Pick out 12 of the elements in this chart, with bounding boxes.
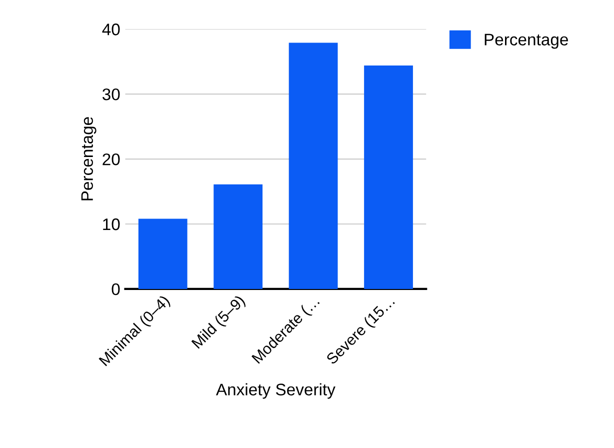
y-tick-label: 10: [103, 218, 120, 230]
y-tick-label: 20: [102, 153, 120, 166]
bar: [364, 66, 413, 289]
y-axis-title: Percentage: [81, 117, 96, 200]
bar: [138, 218, 188, 289]
y-tick-label: 40: [102, 24, 120, 36]
x-axis-title: Anxiety Severity: [216, 383, 336, 399]
bar: [288, 42, 338, 289]
y-tick-label: 0: [112, 283, 120, 296]
bar: [214, 184, 263, 289]
legend-label: Percentage: [484, 34, 568, 49]
y-tick-label: 30: [102, 88, 120, 100]
